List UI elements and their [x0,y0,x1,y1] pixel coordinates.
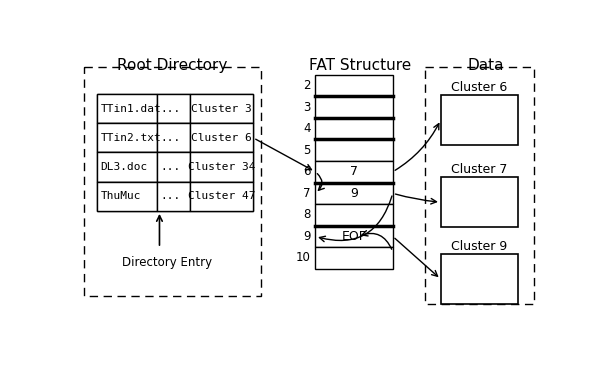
Text: Cluster 9: Cluster 9 [451,240,508,253]
Bar [97,94,253,123]
Bar [441,95,518,145]
Bar [315,226,393,247]
Bar [157,123,190,153]
Bar [190,153,253,182]
Text: Cluster 47: Cluster 47 [188,191,255,201]
Text: Cluster 3: Cluster 3 [191,104,252,113]
Bar [97,182,253,211]
Bar [315,247,393,269]
Bar [315,118,393,139]
Text: ...: ... [160,104,181,113]
Bar [190,182,253,211]
Text: TTin2.txt: TTin2.txt [101,133,161,143]
Text: 9: 9 [303,230,311,243]
Text: ThuMuc: ThuMuc [101,191,141,201]
Bar [315,96,393,118]
Bar [97,153,253,182]
Bar [97,123,253,153]
Bar [157,153,190,182]
Text: 10: 10 [296,251,311,265]
Bar [97,123,157,153]
Bar [315,75,393,96]
Text: DL3.doc: DL3.doc [101,162,148,172]
Text: Cluster 34: Cluster 34 [188,162,255,172]
Text: TTin1.dat: TTin1.dat [101,104,161,113]
Bar [425,67,534,304]
Text: Cluster 7: Cluster 7 [451,163,508,176]
Bar [190,94,253,123]
Text: Cluster 6: Cluster 6 [451,81,508,94]
Bar [97,153,157,182]
Text: 9: 9 [350,187,358,200]
Bar [315,161,393,183]
Text: 4: 4 [303,122,311,135]
Bar [97,182,157,211]
Bar [315,183,393,204]
Bar [157,94,190,123]
Bar [441,254,518,304]
Text: 3: 3 [303,101,311,113]
Bar [441,177,518,227]
Text: Directory Entry: Directory Entry [122,256,212,269]
Text: EOF: EOF [341,230,367,243]
Bar [315,204,393,226]
Text: Root Directory: Root Directory [116,58,227,73]
Text: Data: Data [467,58,504,73]
Text: 8: 8 [303,208,311,221]
Text: 6: 6 [303,165,311,178]
Text: ...: ... [160,133,181,143]
Bar [190,123,253,153]
Text: ...: ... [160,162,181,172]
Bar [157,182,190,211]
Text: 7: 7 [350,165,358,178]
Text: 2: 2 [303,79,311,92]
Text: Cluster 6: Cluster 6 [191,133,252,143]
Text: FAT Structure: FAT Structure [309,58,412,73]
Text: 5: 5 [303,144,311,157]
Bar [315,139,393,161]
Bar [97,94,157,123]
Text: ...: ... [160,191,181,201]
Bar [84,67,261,296]
Text: 7: 7 [303,187,311,200]
